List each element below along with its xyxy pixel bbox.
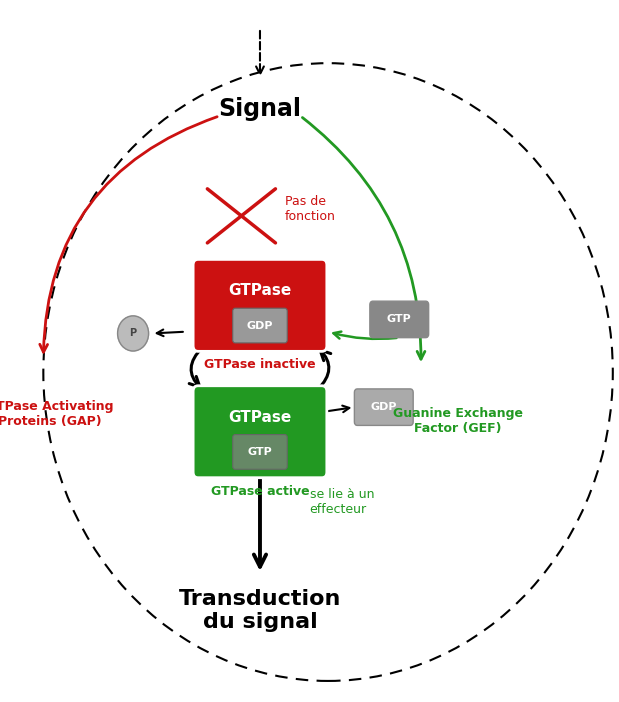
Text: GTPase Activating
Proteins (GAP): GTPase Activating Proteins (GAP): [0, 400, 113, 428]
FancyBboxPatch shape: [370, 301, 429, 338]
FancyBboxPatch shape: [354, 389, 413, 425]
Text: GTPase active: GTPase active: [210, 484, 310, 498]
Text: Guanine Exchange
Factor (GEF): Guanine Exchange Factor (GEF): [393, 407, 523, 435]
Text: Pas de
fonction: Pas de fonction: [285, 195, 335, 223]
FancyArrowPatch shape: [40, 117, 217, 352]
Text: se lie à un
effecteur: se lie à un effecteur: [310, 488, 374, 516]
Circle shape: [118, 316, 149, 351]
Text: GDP: GDP: [247, 321, 273, 331]
Text: GTP: GTP: [387, 314, 412, 324]
Text: GTPase: GTPase: [228, 284, 292, 298]
FancyBboxPatch shape: [193, 385, 327, 477]
FancyArrowPatch shape: [318, 350, 331, 390]
Text: P: P: [129, 329, 137, 338]
Text: GTPase: GTPase: [228, 410, 292, 425]
Text: Signal: Signal: [219, 97, 301, 121]
Text: GTPase inactive: GTPase inactive: [204, 358, 316, 371]
FancyBboxPatch shape: [193, 259, 327, 352]
FancyArrowPatch shape: [303, 117, 425, 359]
FancyBboxPatch shape: [233, 435, 287, 469]
FancyArrowPatch shape: [334, 331, 397, 339]
Text: Transduction
du signal: Transduction du signal: [179, 589, 341, 633]
FancyArrowPatch shape: [189, 347, 202, 387]
Text: GTP: GTP: [248, 447, 272, 457]
FancyBboxPatch shape: [233, 308, 287, 343]
Text: GDP: GDP: [371, 402, 397, 412]
